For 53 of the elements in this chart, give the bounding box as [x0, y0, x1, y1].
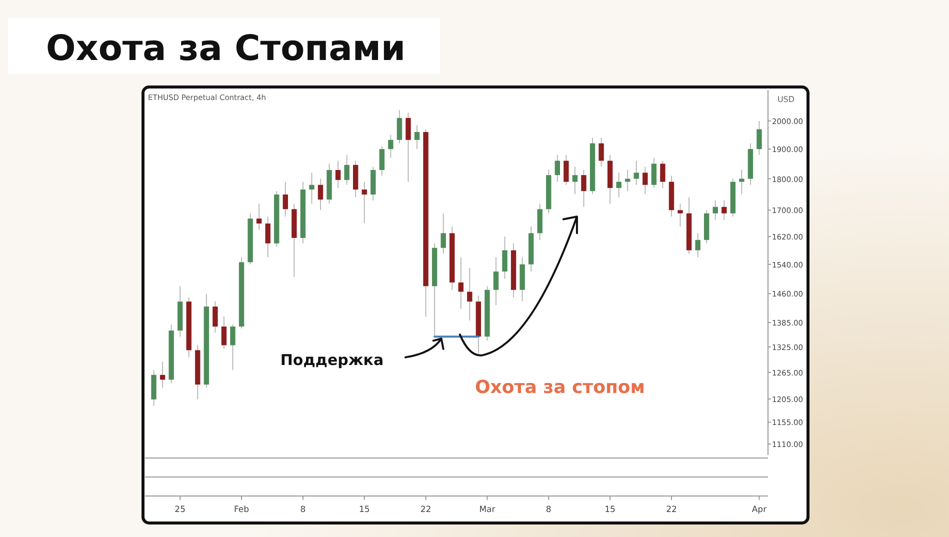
candlestick [581, 169, 586, 208]
candlestick [678, 203, 683, 227]
candlestick [318, 178, 324, 211]
candlestick [344, 154, 350, 186]
candlestick [282, 181, 288, 218]
candlestick [458, 256, 464, 310]
chart-title: Охота за Стопами [46, 29, 406, 69]
candlestick [660, 160, 666, 188]
candlestick [406, 112, 411, 182]
annotation: Поддержка [280, 351, 384, 369]
candlestick [379, 146, 385, 176]
x-tick-label: 8 [546, 505, 552, 515]
candlestick [554, 154, 560, 182]
candlestick [712, 200, 718, 220]
x-tick-label: 15 [358, 505, 370, 515]
candlestick [695, 232, 700, 258]
candlestick [642, 166, 648, 195]
candlestick [467, 267, 472, 322]
candlestick [230, 324, 236, 371]
candlestick [502, 236, 508, 280]
candlestick [414, 124, 420, 150]
candlestick [634, 160, 639, 186]
x-tick-label: 25 [174, 505, 186, 515]
candlestick [335, 160, 341, 188]
candlestick [616, 172, 622, 198]
candlestick [265, 216, 270, 258]
x-tick-label: 22 [420, 505, 432, 515]
candlestick [212, 300, 218, 334]
candlestick [160, 361, 166, 388]
candlestick [722, 200, 727, 220]
candlestick [493, 256, 499, 306]
candlestick [651, 157, 657, 188]
x-tick-label: Apr [752, 505, 768, 515]
y-axis-title: USD [777, 95, 795, 104]
candlestick [739, 169, 744, 195]
candlestick [362, 181, 367, 224]
candlestick [572, 166, 578, 195]
candlestick [564, 154, 569, 186]
x-tick-label: 22 [666, 505, 677, 515]
x-tick-label: 8 [300, 505, 306, 515]
candlestick [396, 110, 402, 144]
x-tick-label: Mar [479, 505, 496, 515]
candlestick [440, 212, 446, 254]
x-tick-label: Feb [234, 505, 250, 515]
candlestick [256, 203, 262, 230]
candlestick [388, 134, 394, 158]
candlestick [625, 169, 630, 192]
candlestick [598, 137, 604, 168]
candlestick [756, 120, 762, 156]
candlestick [309, 172, 314, 204]
annotation: Охота за стопом [475, 377, 645, 398]
candlestick [221, 316, 227, 350]
x-tick-label: 15 [604, 505, 616, 515]
